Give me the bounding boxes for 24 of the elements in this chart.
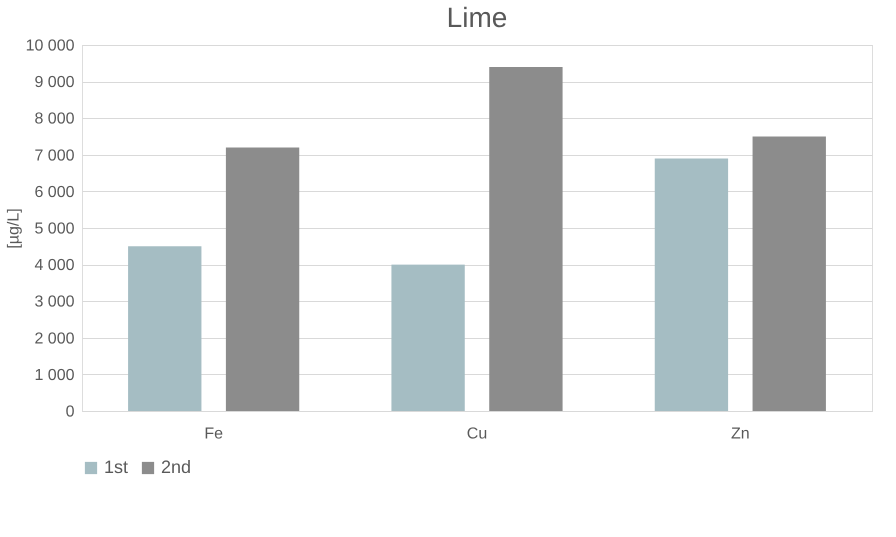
bar — [128, 246, 202, 411]
y-tick-label: 8 000 — [34, 110, 75, 128]
x-tick-label: Cu — [466, 426, 488, 442]
y-axis-title: [µg/L] — [6, 208, 23, 249]
y-tick-label: 3 000 — [34, 294, 75, 311]
y-tick-label: 4 000 — [34, 257, 75, 274]
bar — [391, 264, 465, 411]
bar — [226, 147, 300, 411]
y-tick-label: 7 000 — [34, 147, 75, 164]
y-tick-label: 10 000 — [26, 38, 75, 54]
bar — [489, 66, 563, 411]
x-tick-label: Zn — [730, 426, 750, 442]
x-tick-label: Fe — [204, 426, 224, 442]
bar — [752, 136, 826, 411]
chart-title: Lime — [446, 2, 508, 33]
y-tick-label: 9 000 — [34, 74, 75, 92]
legend-label: 1st — [104, 457, 128, 477]
legend-label: 2nd — [161, 457, 192, 477]
y-tick-label: 6 000 — [34, 184, 75, 201]
y-tick-label: 2 000 — [34, 330, 75, 348]
y-tick-label: 1 000 — [34, 366, 75, 384]
bar — [654, 158, 728, 411]
y-tick-label: 0 — [66, 404, 75, 420]
y-tick-label: 5 000 — [34, 220, 75, 238]
